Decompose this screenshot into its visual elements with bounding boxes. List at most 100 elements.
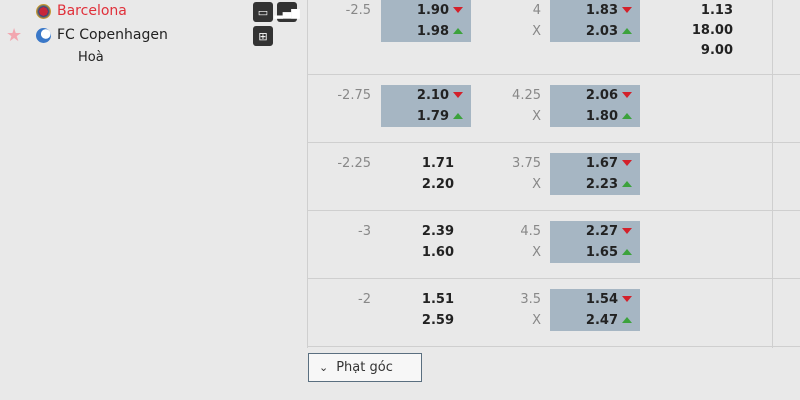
away-team[interactable]: FC Copenhagen — [36, 27, 168, 43]
odds-row: -2.25 1.71 2.20 3.75 X 1.67 2.23 — [308, 143, 800, 211]
odds-text: 1.65 — [585, 245, 618, 260]
total-odds[interactable]: 1.83 2.03 — [550, 0, 640, 42]
odds-text: 1.54 — [585, 292, 618, 307]
odds-value[interactable]: 2.20 — [381, 174, 471, 195]
home-team-name: Barcelona — [57, 3, 127, 19]
total-odds[interactable]: 2.27 1.65 — [550, 221, 640, 263]
odds-down-arrow-icon — [453, 7, 463, 13]
odds-value[interactable]: 2.10 — [381, 85, 471, 106]
total-x: X — [532, 177, 541, 192]
total-x: X — [532, 245, 541, 260]
total-x: X — [532, 313, 541, 328]
total-value: 4 — [532, 3, 541, 18]
odds-value[interactable]: 2.27 — [550, 221, 640, 242]
column-divider — [772, 0, 773, 348]
home-team[interactable]: Barcelona — [36, 3, 127, 19]
1x2-value[interactable]: 1.13 — [700, 3, 733, 18]
odds-down-arrow-icon — [622, 7, 632, 13]
odds-text: 2.03 — [585, 24, 618, 39]
odds-value[interactable]: 1.79 — [381, 106, 471, 127]
odds-text: 2.20 — [421, 177, 454, 192]
odds-text: 1.80 — [585, 109, 618, 124]
total-x: X — [532, 109, 541, 124]
total-line: 4.25 X — [488, 85, 541, 127]
odds-table: -2.5 1.90 1.98 4 X 1.83 2.03 1.13 18.00 9.00-… — [307, 0, 800, 348]
odds-up-arrow-icon — [622, 249, 632, 255]
tv-icon[interactable]: ▭ — [253, 2, 273, 22]
total-line: 4.5 X — [488, 221, 541, 263]
odds-value[interactable]: 1.83 — [550, 0, 640, 21]
odds-row: -3 2.39 1.60 4.5 X 2.27 1.65 — [308, 211, 800, 279]
1x2-value[interactable]: 9.00 — [700, 43, 733, 58]
odds-value[interactable]: 2.59 — [381, 310, 471, 331]
odds-text: 1.90 — [416, 3, 449, 18]
odds-up-arrow-icon — [622, 28, 632, 34]
total-value: 3.75 — [512, 156, 541, 171]
chevron-down-icon: ⌄ — [319, 361, 329, 374]
odds-text: 1.67 — [585, 156, 618, 171]
odds-value[interactable]: 1.67 — [550, 153, 640, 174]
odds-down-arrow-icon — [622, 228, 632, 234]
odds-value[interactable]: 1.80 — [550, 106, 640, 127]
1x2-odds[interactable]: 1.13 18.00 9.00 — [688, 1, 733, 61]
odds-text: 2.06 — [585, 88, 618, 103]
odds-value[interactable]: 1.60 — [381, 242, 471, 263]
odds-text: 1.83 — [585, 3, 618, 18]
lineup-icon[interactable]: ⊞ — [253, 26, 273, 46]
total-value: 3.5 — [520, 292, 541, 307]
odds-up-arrow-icon — [622, 181, 632, 187]
handicap-odds[interactable]: 1.51 2.59 — [381, 289, 471, 331]
copenhagen-logo-icon — [36, 27, 51, 43]
handicap-line: -2.25 — [337, 156, 371, 171]
odds-value[interactable]: 2.23 — [550, 174, 640, 195]
odds-value[interactable]: 2.03 — [550, 21, 640, 42]
odds-text: 1.71 — [421, 156, 454, 171]
odds-text: 2.47 — [585, 313, 618, 328]
stats-icon[interactable]: ▂▄▆ — [274, 2, 300, 22]
odds-up-arrow-icon — [622, 317, 632, 323]
odds-row: -2 1.51 2.59 3.5 X 1.54 2.47 — [308, 279, 800, 347]
barcelona-logo-icon — [36, 3, 51, 19]
1x2-value[interactable]: 18.00 — [691, 23, 733, 38]
odds-value[interactable]: 1.65 — [550, 242, 640, 263]
odds-value[interactable]: 1.71 — [381, 153, 471, 174]
total-line: 3.75 X — [488, 153, 541, 195]
odds-value[interactable]: 2.47 — [550, 310, 640, 331]
total-line: 3.5 X — [488, 289, 541, 331]
odds-text: 2.39 — [421, 224, 454, 239]
draw-label: Hoà — [78, 50, 104, 65]
away-team-name: FC Copenhagen — [57, 27, 168, 43]
corner-kicks-button[interactable]: ⌄ Phạt góc — [308, 353, 422, 382]
handicap-odds[interactable]: 2.10 1.79 — [381, 85, 471, 127]
odds-value[interactable]: 1.51 — [381, 289, 471, 310]
total-value: 4.5 — [520, 224, 541, 239]
odds-value[interactable]: 1.54 — [550, 289, 640, 310]
handicap-line: -2.5 — [345, 3, 371, 18]
odds-down-arrow-icon — [622, 160, 632, 166]
odds-text: 1.51 — [421, 292, 454, 307]
odds-text: 2.59 — [421, 313, 454, 328]
total-odds[interactable]: 1.54 2.47 — [550, 289, 640, 331]
handicap-line: -3 — [358, 224, 371, 239]
handicap-odds[interactable]: 2.39 1.60 — [381, 221, 471, 263]
odds-down-arrow-icon — [622, 296, 632, 302]
odds-up-arrow-icon — [622, 113, 632, 119]
odds-value[interactable]: 1.90 — [381, 0, 471, 21]
handicap-odds[interactable]: 1.90 1.98 — [381, 0, 471, 42]
odds-row: -2.75 2.10 1.79 4.25 X 2.06 1.80 — [308, 75, 800, 143]
handicap-line: -2.75 — [337, 88, 371, 103]
total-odds[interactable]: 1.67 2.23 — [550, 153, 640, 195]
total-odds[interactable]: 2.06 1.80 — [550, 85, 640, 127]
handicap-line: -2 — [358, 292, 371, 307]
total-x: X — [532, 24, 541, 39]
total-value: 4.25 — [512, 88, 541, 103]
odds-up-arrow-icon — [453, 28, 463, 34]
favorite-star-icon[interactable]: ★ — [6, 25, 23, 46]
odds-value[interactable]: 2.39 — [381, 221, 471, 242]
odds-value[interactable]: 2.06 — [550, 85, 640, 106]
odds-value[interactable]: 1.98 — [381, 21, 471, 42]
corner-kicks-label: Phạt góc — [336, 360, 393, 375]
odds-text: 2.27 — [585, 224, 618, 239]
handicap-odds[interactable]: 1.71 2.20 — [381, 153, 471, 195]
